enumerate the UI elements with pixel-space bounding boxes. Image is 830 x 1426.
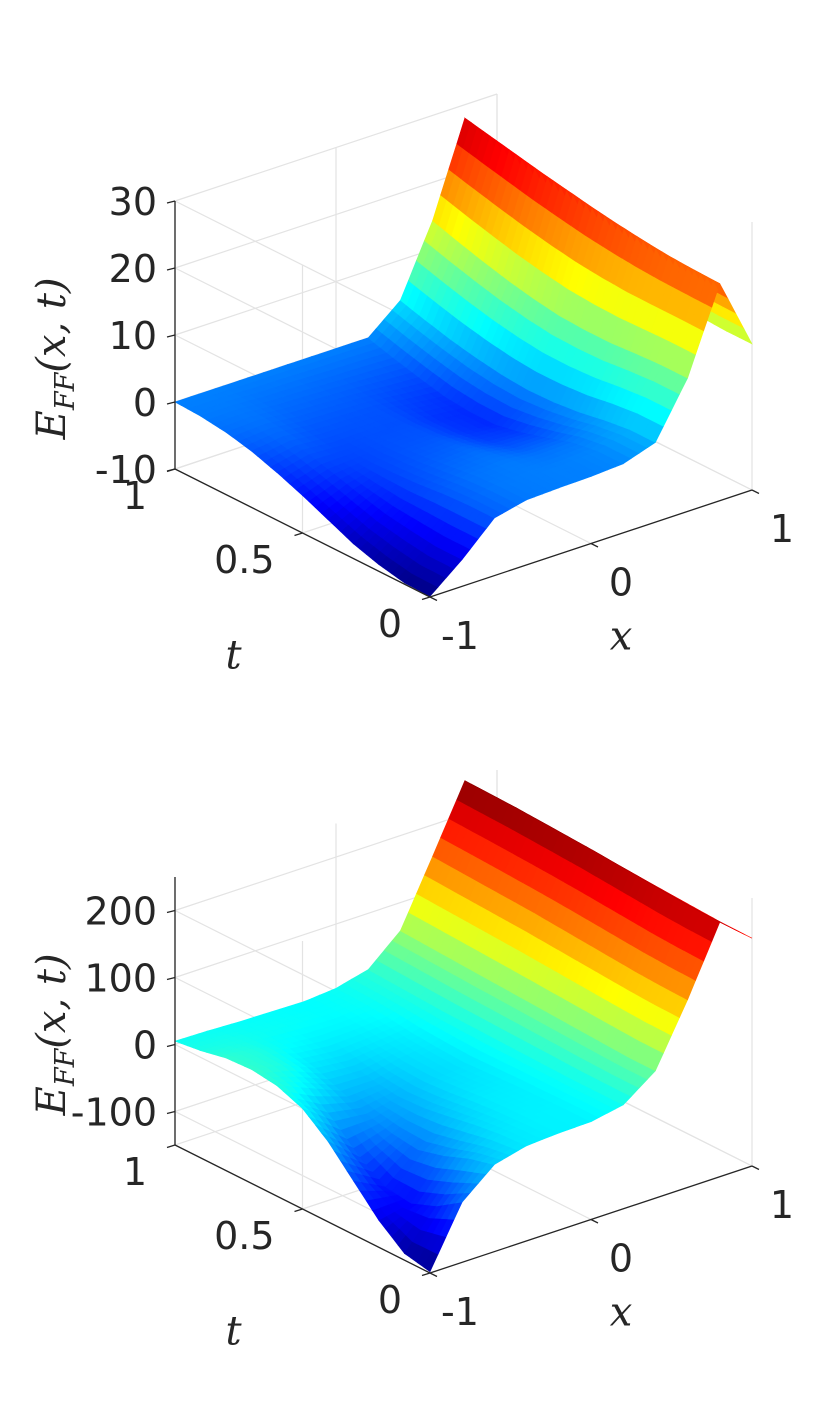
t-tick-label: 0 (378, 602, 402, 646)
x-axis-label: x (610, 1290, 633, 1336)
t-tick-label: 0.5 (214, 538, 274, 582)
grid-line-back-z (174, 160, 498, 269)
z-axis-label: EFF(x, t) (29, 277, 81, 440)
t-tick-mark (166, 1144, 176, 1149)
x-tick-mark (751, 489, 760, 495)
x-tick-label: -1 (441, 614, 479, 658)
z-tick-label: 100 (84, 957, 157, 1001)
z-tick-label: 10 (109, 314, 157, 358)
z-tick-label: -100 (71, 1091, 157, 1135)
x-tick-mark (590, 1218, 599, 1224)
t-tick-mark (294, 532, 303, 537)
x-tick-mark (429, 596, 438, 602)
t-tick-label: 0.5 (214, 1214, 274, 1258)
grid-line-back-z (174, 802, 498, 912)
z-tick-label: 20 (109, 247, 157, 291)
x-tick-mark (751, 1165, 760, 1171)
t-tick-mark (421, 596, 431, 601)
z-axis-label: EFF(x, t) (29, 953, 81, 1116)
t-axis-label: t (225, 1309, 242, 1355)
surface-plot-top: -1 0 1 0 0.5 1 -10 0 10 20 30 x t EFF(x, t) (0, 0, 830, 700)
z-tick-mark (166, 267, 176, 271)
z-tick-mark (166, 1043, 176, 1048)
t-tick-label: 1 (123, 1150, 147, 1194)
t-tick-mark (421, 1272, 431, 1277)
chart-svg-bottom: -1 0 1 0 0.5 1 -100 0 100 200 x t EFF(x, t) (29, 770, 794, 1355)
x-tick-mark (429, 1272, 438, 1278)
z-tick-label: -10 (95, 448, 157, 492)
t-tick-label: 0 (378, 1278, 402, 1322)
t-tick-label: 1 (123, 474, 147, 518)
x-tick-label: 0 (609, 1237, 633, 1281)
surface-group (174, 780, 753, 1273)
x-tick-label: -1 (441, 1290, 479, 1334)
t-tick-mark (294, 1208, 303, 1213)
x-tick-label: 0 (609, 561, 633, 605)
x-tick-mark (590, 542, 599, 548)
z-tick-label: 0 (133, 1024, 157, 1068)
grid-line-back-z (174, 93, 498, 202)
z-tick-label: 30 (109, 180, 157, 224)
x-tick-label: 1 (770, 507, 794, 551)
z-tick-mark (166, 1110, 176, 1115)
z-tick-mark (166, 976, 176, 981)
x-axis-label: x (610, 614, 633, 660)
surface-patch (736, 324, 753, 345)
z-tick-mark (166, 468, 176, 472)
surface-plot-bottom: -1 0 1 0 0.5 1 -100 0 100 200 x t EFF(x, t) (0, 676, 830, 1376)
x-tick-label: 1 (770, 1183, 794, 1227)
z-tick-mark (166, 909, 176, 914)
z-tick-mark (166, 401, 176, 405)
surface-group (174, 117, 753, 597)
t-axis-label: t (225, 633, 242, 679)
z-tick-label: 0 (133, 381, 157, 425)
surface-patch (737, 930, 753, 939)
z-tick-label: 200 (84, 890, 157, 934)
z-tick-mark (166, 334, 176, 338)
z-tick-mark (166, 200, 176, 204)
